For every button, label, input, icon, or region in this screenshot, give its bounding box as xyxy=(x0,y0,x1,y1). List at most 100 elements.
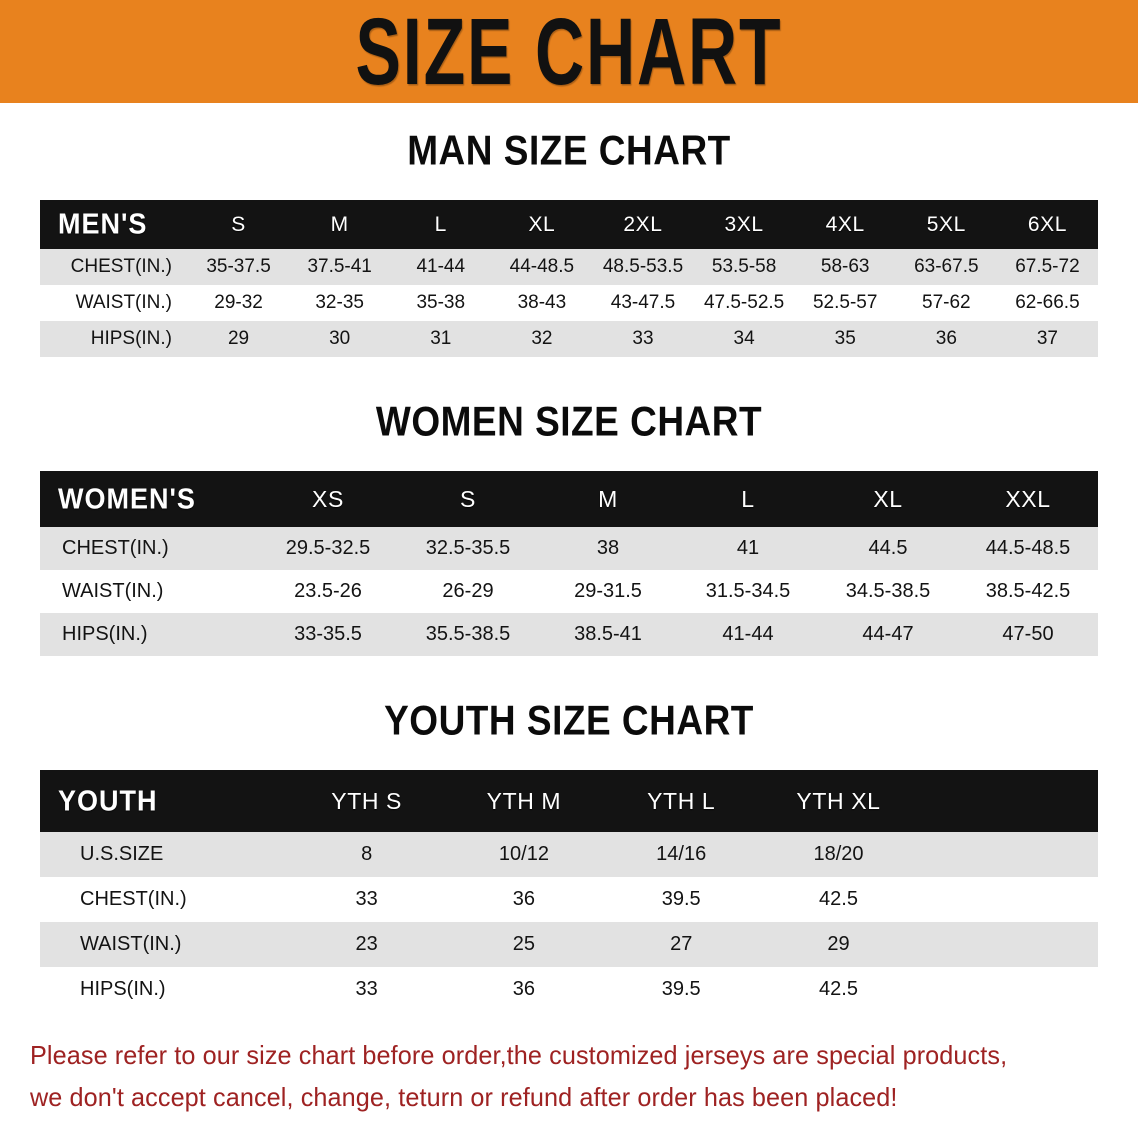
table-cell: 35-38 xyxy=(416,292,466,313)
youth-header-filler xyxy=(917,770,1098,832)
man-table-label: MEN'S xyxy=(58,208,148,240)
table-cell: 37 xyxy=(1036,328,1058,349)
table-row: CHEST(IN.) 33 36 39.5 42.5 xyxy=(40,877,1098,922)
table-cell: 53.5-58 xyxy=(711,256,777,277)
man-header-row: MEN'S S M L XL 2XL 3XL 4XL 5XL 6XL xyxy=(40,200,1098,249)
table-cell: 47.5-52.5 xyxy=(703,292,785,313)
table-cell: 41-44 xyxy=(416,256,466,277)
table-cell: 37.5-41 xyxy=(307,256,372,277)
table-cell: 35-37.5 xyxy=(206,256,271,277)
women-header-row: WOMEN'S XS S M L XL XXL xyxy=(40,471,1098,527)
row-label: HIPS(IN.) xyxy=(90,328,172,349)
table-cell: 33 xyxy=(355,978,378,1000)
row-label: CHEST(IN.) xyxy=(70,256,172,277)
table-row: CHEST(IN.) 35-37.5 37.5-41 41-44 44-48.5 48.5… xyxy=(40,249,1098,285)
man-section-title: MAN SIZE CHART xyxy=(407,127,731,174)
table-cell: 39.5 xyxy=(661,888,701,910)
youth-size-table: YOUTH YTH S YTH M YTH L YTH XL U.S.SIZE 8 10/12… xyxy=(40,770,1098,1012)
table-cell: 29-32 xyxy=(214,292,263,313)
table-cell: 41 xyxy=(736,537,760,559)
table-cell: 23 xyxy=(355,933,378,955)
man-column-header: XL xyxy=(528,212,556,236)
table-cell: 36 xyxy=(512,978,536,1000)
table-row: HIPS(IN.) 33 36 39.5 42.5 xyxy=(40,967,1098,1012)
women-column-header: L xyxy=(741,485,755,512)
man-column-header: 3XL xyxy=(724,212,764,236)
women-column-header: S xyxy=(460,485,476,512)
page-banner: SIZE CHART xyxy=(0,0,1138,103)
table-cell: 38 xyxy=(596,537,620,559)
table-cell: 62-66.5 xyxy=(1015,292,1080,313)
youth-section-title: YOUTH SIZE CHART xyxy=(384,697,754,744)
row-filler xyxy=(917,967,1098,1012)
row-filler xyxy=(917,832,1098,877)
man-column-header: M xyxy=(330,212,349,236)
table-row: HIPS(IN.) 29 30 31 32 33 34 35 36 37 xyxy=(40,321,1098,357)
row-label: WAIST(IN.) xyxy=(80,933,182,955)
table-cell: 33 xyxy=(632,328,654,349)
table-row: CHEST(IN.) 29.5-32.5 32.5-35.5 38 41 44.5 44.5… xyxy=(40,527,1098,570)
table-cell: 39.5 xyxy=(661,978,701,1000)
women-column-header: XXL xyxy=(1005,485,1051,512)
women-table-wrap: WOMEN'S XS S M L XL XXL CHEST(IN.) 29.5-32.5 32.5… xyxy=(40,471,1098,656)
table-cell: 26-29 xyxy=(442,580,494,602)
table-cell: 32.5-35.5 xyxy=(425,537,511,559)
table-cell: 47-50 xyxy=(1002,623,1054,645)
table-cell: 43-47.5 xyxy=(610,292,676,313)
table-row: U.S.SIZE 8 10/12 14/16 18/20 xyxy=(40,832,1098,877)
table-cell: 48.5-53.5 xyxy=(602,256,684,277)
row-label: CHEST(IN.) xyxy=(62,537,169,559)
table-cell: 38.5-41 xyxy=(574,623,642,645)
table-cell: 31 xyxy=(430,328,452,349)
women-table-label: WOMEN'S xyxy=(58,482,196,515)
row-label: WAIST(IN.) xyxy=(62,580,164,602)
table-cell: 23.5-26 xyxy=(294,580,362,602)
table-cell: 63-67.5 xyxy=(914,256,979,277)
table-cell: 32-35 xyxy=(315,292,364,313)
youth-column-header: YTH XL xyxy=(796,787,881,814)
youth-table-wrap: YOUTH YTH S YTH M YTH L YTH XL U.S.SIZE 8 10/12… xyxy=(40,770,1098,1012)
footer-disclaimer: Please refer to our size chart before or… xyxy=(30,1034,1076,1118)
table-cell: 44.5-48.5 xyxy=(985,537,1071,559)
row-label: HIPS(IN.) xyxy=(80,978,166,1000)
man-column-header: L xyxy=(434,212,447,236)
table-row: HIPS(IN.) 33-35.5 35.5-38.5 38.5-41 41-44 44-… xyxy=(40,613,1098,656)
table-cell: 27 xyxy=(670,933,693,955)
table-cell: 44-48.5 xyxy=(509,256,575,277)
table-cell: 57-62 xyxy=(922,292,971,313)
women-column-header: XL xyxy=(873,485,903,512)
man-column-header: 4XL xyxy=(825,212,865,236)
row-filler xyxy=(917,922,1098,967)
man-column-header: S xyxy=(231,212,246,236)
banner-title: SIZE CHART xyxy=(355,0,783,103)
women-column-header: XS xyxy=(312,485,344,512)
table-cell: 18/20 xyxy=(813,843,864,865)
youth-header-row: YOUTH YTH S YTH M YTH L YTH XL xyxy=(40,770,1098,832)
man-column-header: 2XL xyxy=(623,212,663,236)
table-cell: 10/12 xyxy=(498,843,549,865)
man-table-wrap: MEN'S S M L XL 2XL 3XL 4XL 5XL 6XL CHEST(IN.) 35-37… xyxy=(40,200,1098,357)
youth-table-label: YOUTH xyxy=(58,784,158,817)
row-label: HIPS(IN.) xyxy=(62,623,148,645)
table-row: WAIST(IN.) 23.5-26 26-29 29-31.5 31.5-34.5 34… xyxy=(40,570,1098,613)
table-cell: 44-47 xyxy=(862,623,914,645)
women-size-table: WOMEN'S XS S M L XL XXL CHEST(IN.) 29.5-32.5 32.5… xyxy=(40,471,1098,656)
footer-line-1: Please refer to our size chart before or… xyxy=(30,1040,1008,1070)
youth-column-header: YTH M xyxy=(486,787,562,814)
table-cell: 14/16 xyxy=(656,843,707,865)
table-cell: 30 xyxy=(329,328,351,349)
table-cell: 35 xyxy=(834,328,856,349)
table-cell: 36 xyxy=(512,888,536,910)
table-row: WAIST(IN.) 29-32 32-35 35-38 38-43 43-47.5 47.… xyxy=(40,285,1098,321)
table-cell: 44.5 xyxy=(868,537,908,559)
man-size-table: MEN'S S M L XL 2XL 3XL 4XL 5XL 6XL CHEST(IN.) 35-37… xyxy=(40,200,1098,357)
table-cell: 36 xyxy=(935,328,957,349)
man-column-header: 6XL xyxy=(1027,212,1068,236)
women-section-title: WOMEN SIZE CHART xyxy=(375,398,763,445)
youth-column-header: YTH L xyxy=(647,787,716,814)
table-cell: 67.5-72 xyxy=(1015,256,1080,277)
footer-line-2: we don't accept cancel, change, teturn o… xyxy=(30,1082,898,1113)
table-cell: 34 xyxy=(733,328,755,349)
table-cell: 29 xyxy=(227,328,250,349)
man-column-header: 5XL xyxy=(926,212,966,236)
